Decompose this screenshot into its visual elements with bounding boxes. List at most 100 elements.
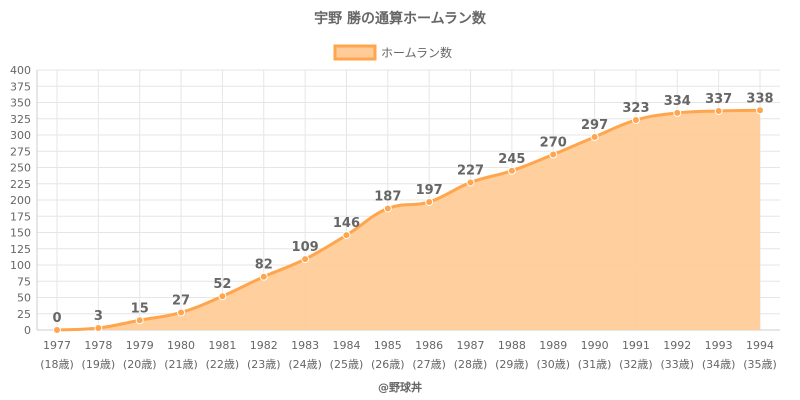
y-tick-label: 200 <box>10 194 31 207</box>
y-tick-label: 150 <box>10 227 31 240</box>
x-tick-sublabel: (34歳) <box>702 358 736 371</box>
x-tick-sublabel: (20歳) <box>123 358 157 371</box>
data-label: 334 <box>664 94 691 109</box>
y-axis-ticks: 0 25 50 75 100 125 150 175 200 225 250 275 300 325 350… <box>10 64 31 337</box>
x-tick-sublabel: (21歳) <box>164 358 198 371</box>
x-tick-label: 1993 <box>705 339 733 352</box>
x-tick-label: 1983 <box>291 339 319 352</box>
y-tick-label: 400 <box>10 64 31 77</box>
y-tick-label: 325 <box>10 113 31 126</box>
data-label: 0 <box>52 311 61 326</box>
data-label: 146 <box>333 216 360 231</box>
data-point[interactable] <box>549 150 558 159</box>
x-tick-label: 1988 <box>498 339 526 352</box>
data-point[interactable] <box>425 197 434 206</box>
y-tick-label: 350 <box>10 97 31 110</box>
series-area <box>56 108 761 332</box>
y-tick-label: 75 <box>17 275 31 288</box>
data-point[interactable] <box>631 116 640 125</box>
x-tick-sublabel: (35歳) <box>743 358 777 371</box>
x-tick-label: 1989 <box>539 339 567 352</box>
legend-label: ホームラン数 <box>381 45 452 60</box>
x-tick-label: 1984 <box>332 339 360 352</box>
x-tick-sublabel: (31歳) <box>578 358 612 371</box>
y-tick-label: 225 <box>10 178 31 191</box>
series-line <box>56 108 761 332</box>
x-tick-sublabel: (25歳) <box>330 358 364 371</box>
y-tick-label: 375 <box>10 80 31 93</box>
data-point[interactable] <box>301 255 310 264</box>
data-label: 227 <box>457 163 484 178</box>
y-tick-label: 50 <box>17 292 31 305</box>
data-label: 338 <box>746 91 773 106</box>
y-tick-label: 275 <box>10 145 31 158</box>
data-point[interactable] <box>218 292 227 301</box>
x-tick-sublabel: (32歳) <box>619 358 653 371</box>
y-tick-label: 25 <box>17 308 31 321</box>
data-label: 27 <box>172 293 190 308</box>
x-tick-label: 1990 <box>581 339 609 352</box>
x-tick-sublabel: (29歳) <box>495 358 529 371</box>
chart-title: 宇野 勝の通算ホームラン数 <box>314 10 487 27</box>
data-point[interactable] <box>507 166 516 175</box>
data-point[interactable] <box>259 272 268 281</box>
series-points <box>53 106 764 334</box>
legend[interactable]: ホームラン数 <box>333 44 452 61</box>
data-label: 109 <box>292 240 319 255</box>
x-tick-sublabel: (27歳) <box>412 358 446 371</box>
data-label: 52 <box>213 277 231 292</box>
x-tick-label: 1979 <box>126 339 154 352</box>
data-label: 270 <box>540 136 567 151</box>
x-tick-sublabel: (18歳) <box>40 358 74 371</box>
x-tick-label: 1978 <box>84 339 112 352</box>
data-point[interactable] <box>342 231 351 240</box>
data-label: 3 <box>94 309 103 324</box>
series-area-fill <box>57 110 760 330</box>
data-label: 245 <box>498 152 525 167</box>
data-point[interactable] <box>94 324 103 333</box>
x-tick-label: 1977 <box>43 339 71 352</box>
y-tick-label: 300 <box>10 129 31 142</box>
data-point[interactable] <box>135 316 144 325</box>
y-tick-label: 0 <box>24 324 31 337</box>
x-tick-sublabel: (33歳) <box>660 358 694 371</box>
data-point[interactable] <box>53 326 61 334</box>
watermark: @野球丼 <box>378 380 422 394</box>
data-labels: 0 3 15 27 52 82 109 146 187 197 227 245 270 297 323 334… <box>52 91 773 326</box>
x-axis-ticks: 1977 (18歳) 1978 (19歳) 1979 (20歳) 1980 (21歳) 1981… <box>40 339 777 371</box>
x-tick-label: 1992 <box>663 339 691 352</box>
y-tick-label: 175 <box>10 210 31 223</box>
legend-swatch <box>333 44 377 61</box>
data-label: 197 <box>416 183 443 198</box>
data-point[interactable] <box>756 106 764 115</box>
y-tick-label: 100 <box>10 259 31 272</box>
x-tick-sublabel: (23歳) <box>247 358 281 371</box>
data-label: 337 <box>705 92 732 107</box>
x-tick-label: 1994 <box>746 339 774 352</box>
data-point[interactable] <box>590 132 599 141</box>
y-tick-label: 250 <box>10 162 31 175</box>
x-tick-label: 1981 <box>208 339 236 352</box>
x-tick-label: 1991 <box>622 339 650 352</box>
x-tick-label: 1980 <box>167 339 195 352</box>
x-tick-label: 1982 <box>250 339 278 352</box>
data-point[interactable] <box>466 178 475 187</box>
x-tick-sublabel: (22歳) <box>206 358 240 371</box>
x-tick-sublabel: (26歳) <box>371 358 405 371</box>
data-point[interactable] <box>673 108 682 117</box>
data-label: 297 <box>581 118 608 133</box>
data-label: 323 <box>622 101 649 116</box>
x-tick-sublabel: (28歳) <box>454 358 488 371</box>
data-point[interactable] <box>383 204 392 213</box>
x-tick-sublabel: (30歳) <box>536 358 570 371</box>
x-tick-sublabel: (19歳) <box>82 358 116 371</box>
data-label: 187 <box>374 189 401 204</box>
data-label: 82 <box>255 258 273 273</box>
data-point[interactable] <box>177 308 186 317</box>
data-point[interactable] <box>714 106 723 115</box>
x-tick-label: 1986 <box>415 339 443 352</box>
x-tick-sublabel: (24歳) <box>288 358 322 371</box>
x-tick-label: 1987 <box>457 339 485 352</box>
